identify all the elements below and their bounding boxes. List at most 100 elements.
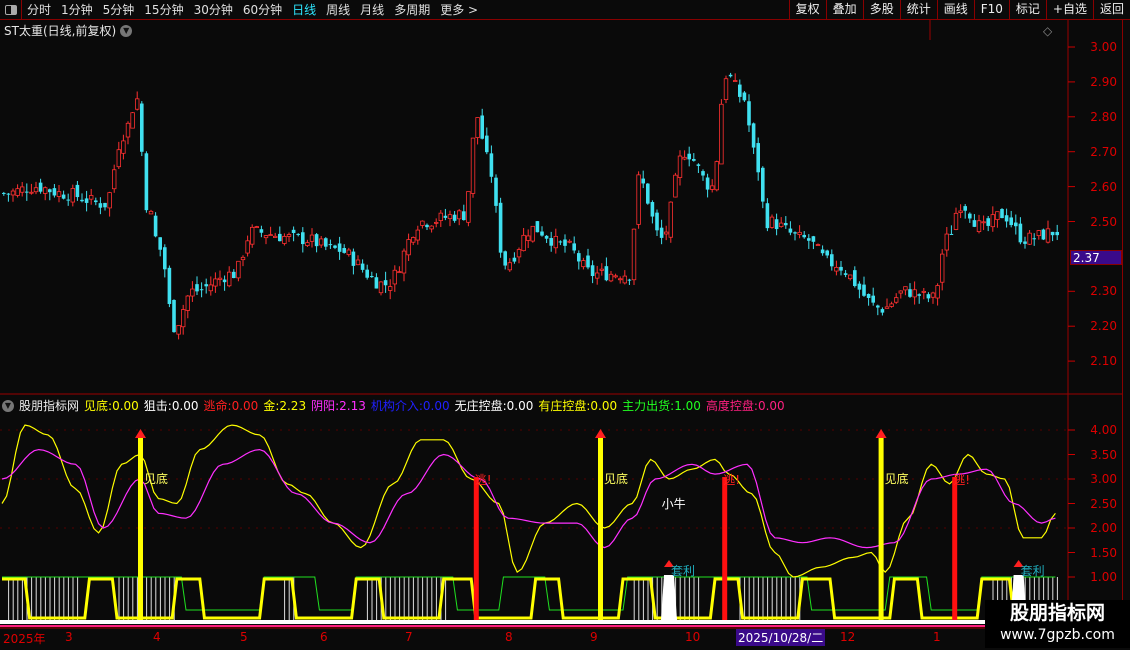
period-tab[interactable]: 分时 xyxy=(27,3,52,17)
candle-body xyxy=(29,191,34,194)
candle-body xyxy=(567,240,572,243)
candle-body xyxy=(769,216,775,228)
candle-body xyxy=(530,225,535,242)
toolbar-button[interactable]: 返回 xyxy=(1092,0,1130,20)
candle-body xyxy=(618,278,623,281)
signal-label: 逃! xyxy=(723,473,740,487)
right-side-panel[interactable] xyxy=(1122,20,1130,630)
period-tab[interactable]: 多周期 xyxy=(394,3,431,17)
period-tab[interactable]: 更多 > xyxy=(440,3,479,17)
chevron-down-icon[interactable]: ▼ xyxy=(2,399,14,412)
indicator-axis-label: 3.50 xyxy=(1090,447,1117,462)
candle-body xyxy=(199,289,204,291)
toolbar-button[interactable]: 复权 xyxy=(788,0,826,20)
indicator-value: 无庄控盘:0.00 xyxy=(455,397,534,414)
indicator-name[interactable]: 股朋指标网 xyxy=(19,399,80,413)
candle-body xyxy=(871,295,875,303)
candle-body xyxy=(1036,230,1041,237)
candle-body xyxy=(631,228,637,281)
candle-body xyxy=(415,229,420,241)
date-axis-label: 12 xyxy=(840,630,856,644)
chevron-down-icon[interactable]: ▼ xyxy=(120,24,133,37)
toolbar-button[interactable]: F10 xyxy=(973,0,1009,20)
indicator-number: 0.00 xyxy=(590,399,618,413)
signal-label: 套利 xyxy=(1021,564,1045,578)
period-tab[interactable]: 60分钟 xyxy=(242,3,283,17)
candle-body xyxy=(240,256,246,261)
candle-body xyxy=(301,232,305,245)
indicator-value: 主力出货:1.00 xyxy=(622,397,701,414)
candle-body xyxy=(848,274,853,280)
indicator-number: 0.00 xyxy=(112,399,139,413)
toolbar-button[interactable]: 叠加 xyxy=(825,0,863,20)
candle-body xyxy=(714,161,719,191)
candle-body xyxy=(498,202,503,253)
candle-body xyxy=(144,153,149,211)
candle-body xyxy=(480,115,484,139)
candle-body xyxy=(410,237,416,243)
candle-body xyxy=(383,280,388,286)
candle-body xyxy=(268,234,273,237)
candle-body xyxy=(940,253,945,283)
candle-body xyxy=(429,225,434,230)
period-tab[interactable]: 月线 xyxy=(360,3,385,17)
bottom-signal-bar xyxy=(878,436,884,620)
toolbar-button[interactable]: 多股 xyxy=(862,0,900,20)
date-axis-label: 2025年 xyxy=(3,632,46,646)
period-tab[interactable]: 5分钟 xyxy=(102,3,135,17)
indicator-axis-label: 2.00 xyxy=(1090,521,1117,535)
candle-body xyxy=(784,223,788,226)
candle-body xyxy=(995,211,1000,220)
candle-body xyxy=(963,206,967,211)
candle-body xyxy=(673,174,678,198)
candle-body xyxy=(765,203,770,229)
yellow-line xyxy=(1,424,1056,578)
period-tab[interactable]: 周线 xyxy=(326,3,351,17)
candle-body xyxy=(876,305,880,308)
candle-body xyxy=(622,275,627,284)
candle-body xyxy=(1045,228,1051,243)
candle-body xyxy=(254,226,259,229)
date-axis-label: 3 xyxy=(65,630,73,644)
candle-body xyxy=(425,224,429,228)
period-tab[interactable]: 30分钟 xyxy=(193,3,233,17)
period-tab[interactable]: 1分钟 xyxy=(61,3,93,17)
panel-icon xyxy=(4,4,17,15)
candle-body xyxy=(655,212,659,231)
candle-body xyxy=(420,220,425,226)
candle-body xyxy=(668,201,673,238)
candle-body xyxy=(986,218,990,226)
candle-body xyxy=(89,195,94,200)
stock-title[interactable]: ST太重(日线,前复权) ▼ xyxy=(4,22,133,39)
candle-body xyxy=(1050,231,1055,236)
indicator-axis-label: 1.50 xyxy=(1090,545,1117,560)
up-arrow-icon xyxy=(664,560,674,567)
candle-body xyxy=(512,257,517,262)
period-tab[interactable]: 15分钟 xyxy=(144,3,184,17)
candle-body xyxy=(968,213,972,219)
candle-body xyxy=(553,235,558,249)
candle-body xyxy=(296,233,300,235)
candle-body xyxy=(558,241,563,243)
panel-toggle-button[interactable] xyxy=(0,0,22,20)
candle-body xyxy=(507,262,512,271)
candle-body xyxy=(103,202,107,208)
candle-body xyxy=(830,254,834,267)
candle-body xyxy=(815,244,821,246)
candle-body xyxy=(1032,238,1036,240)
toolbar-button[interactable]: 统计 xyxy=(899,0,937,20)
candle-body xyxy=(346,249,351,255)
candle-body xyxy=(107,192,112,209)
candle-body xyxy=(125,122,131,138)
bottom-signal-bar xyxy=(138,436,143,620)
toolbar-button[interactable]: 标记 xyxy=(1008,0,1046,20)
candle-body xyxy=(503,251,507,266)
candle-body xyxy=(6,193,11,195)
candle-body xyxy=(1018,223,1023,243)
candle-body xyxy=(328,244,333,246)
candle-body xyxy=(195,284,199,292)
period-tab[interactable]: 日线 xyxy=(292,3,317,17)
toolbar-button[interactable]: 画线 xyxy=(936,0,974,20)
toolbar-button[interactable]: +自选 xyxy=(1045,0,1093,20)
